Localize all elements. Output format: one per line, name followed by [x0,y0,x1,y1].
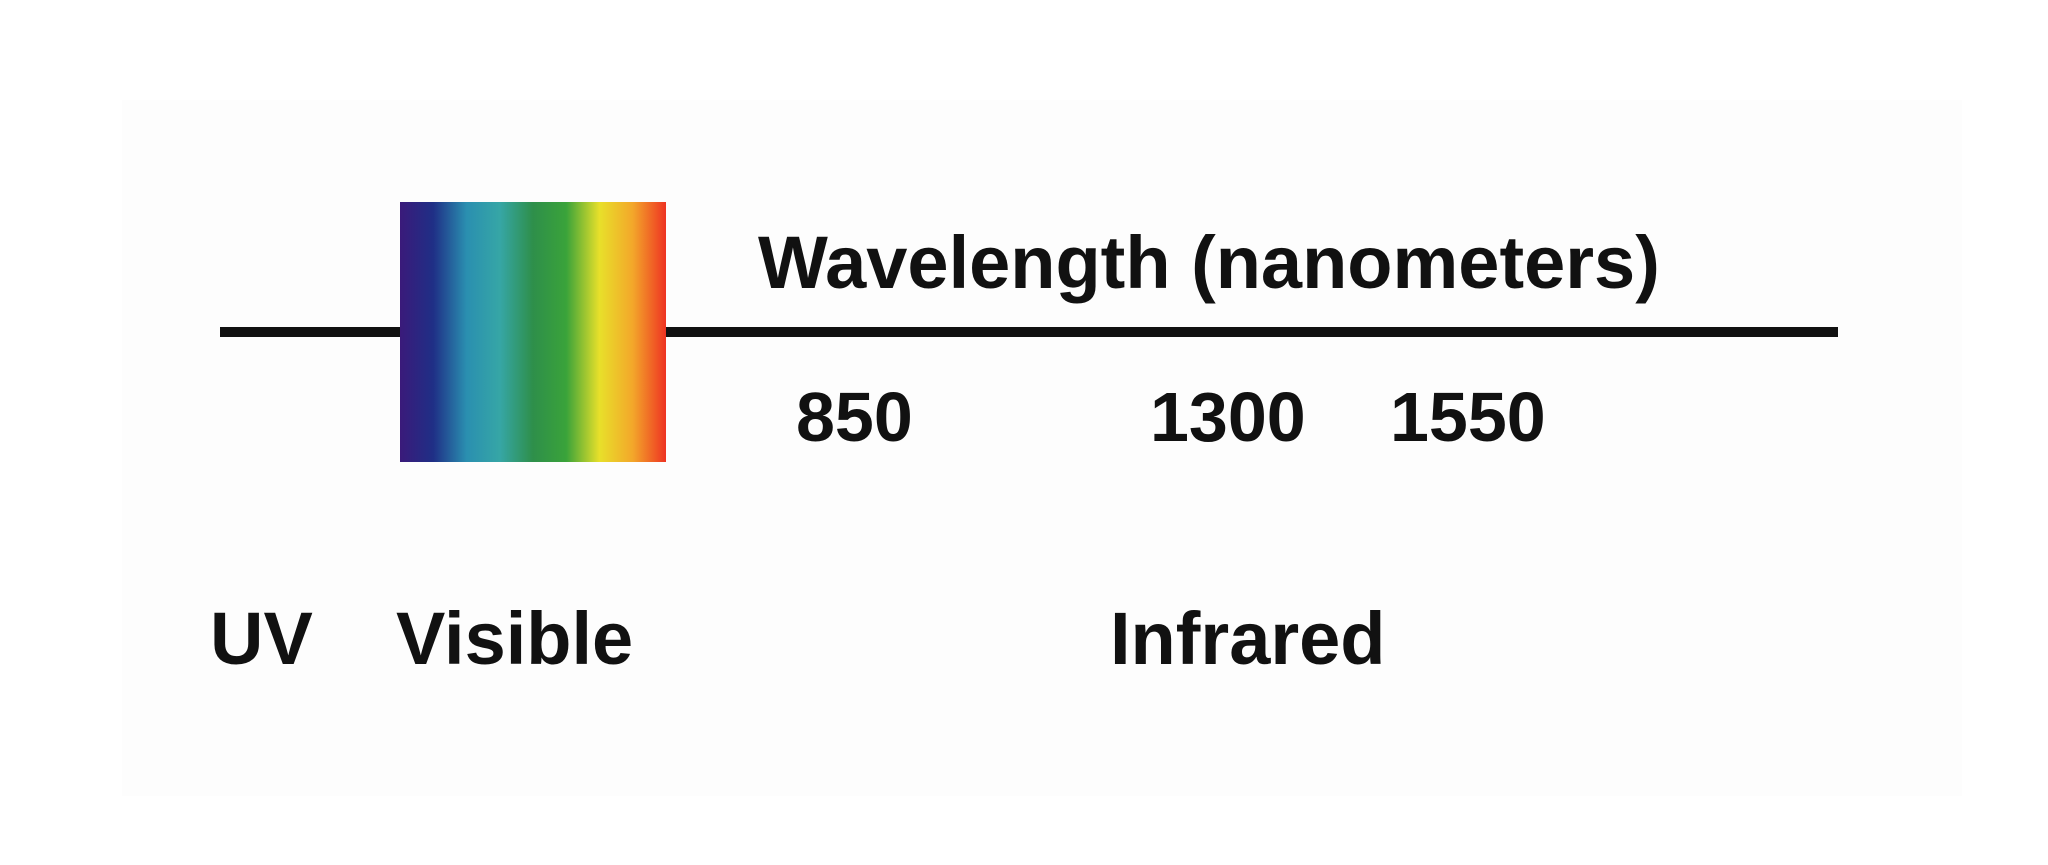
tick-label-850: 850 [796,378,913,456]
tick-label-1300: 1300 [1150,378,1306,456]
region-label-infrared: Infrared [1110,597,1386,680]
axis-title: Wavelength (nanometers) [758,221,1660,304]
tick-label-1550: 1550 [1390,378,1546,456]
diagram-panel [122,100,1962,796]
visible-spectrum-band [400,202,666,462]
region-label-visible: Visible [396,597,634,680]
region-label-uv: UV [210,597,313,680]
wavelength-axis-line [220,327,1838,337]
